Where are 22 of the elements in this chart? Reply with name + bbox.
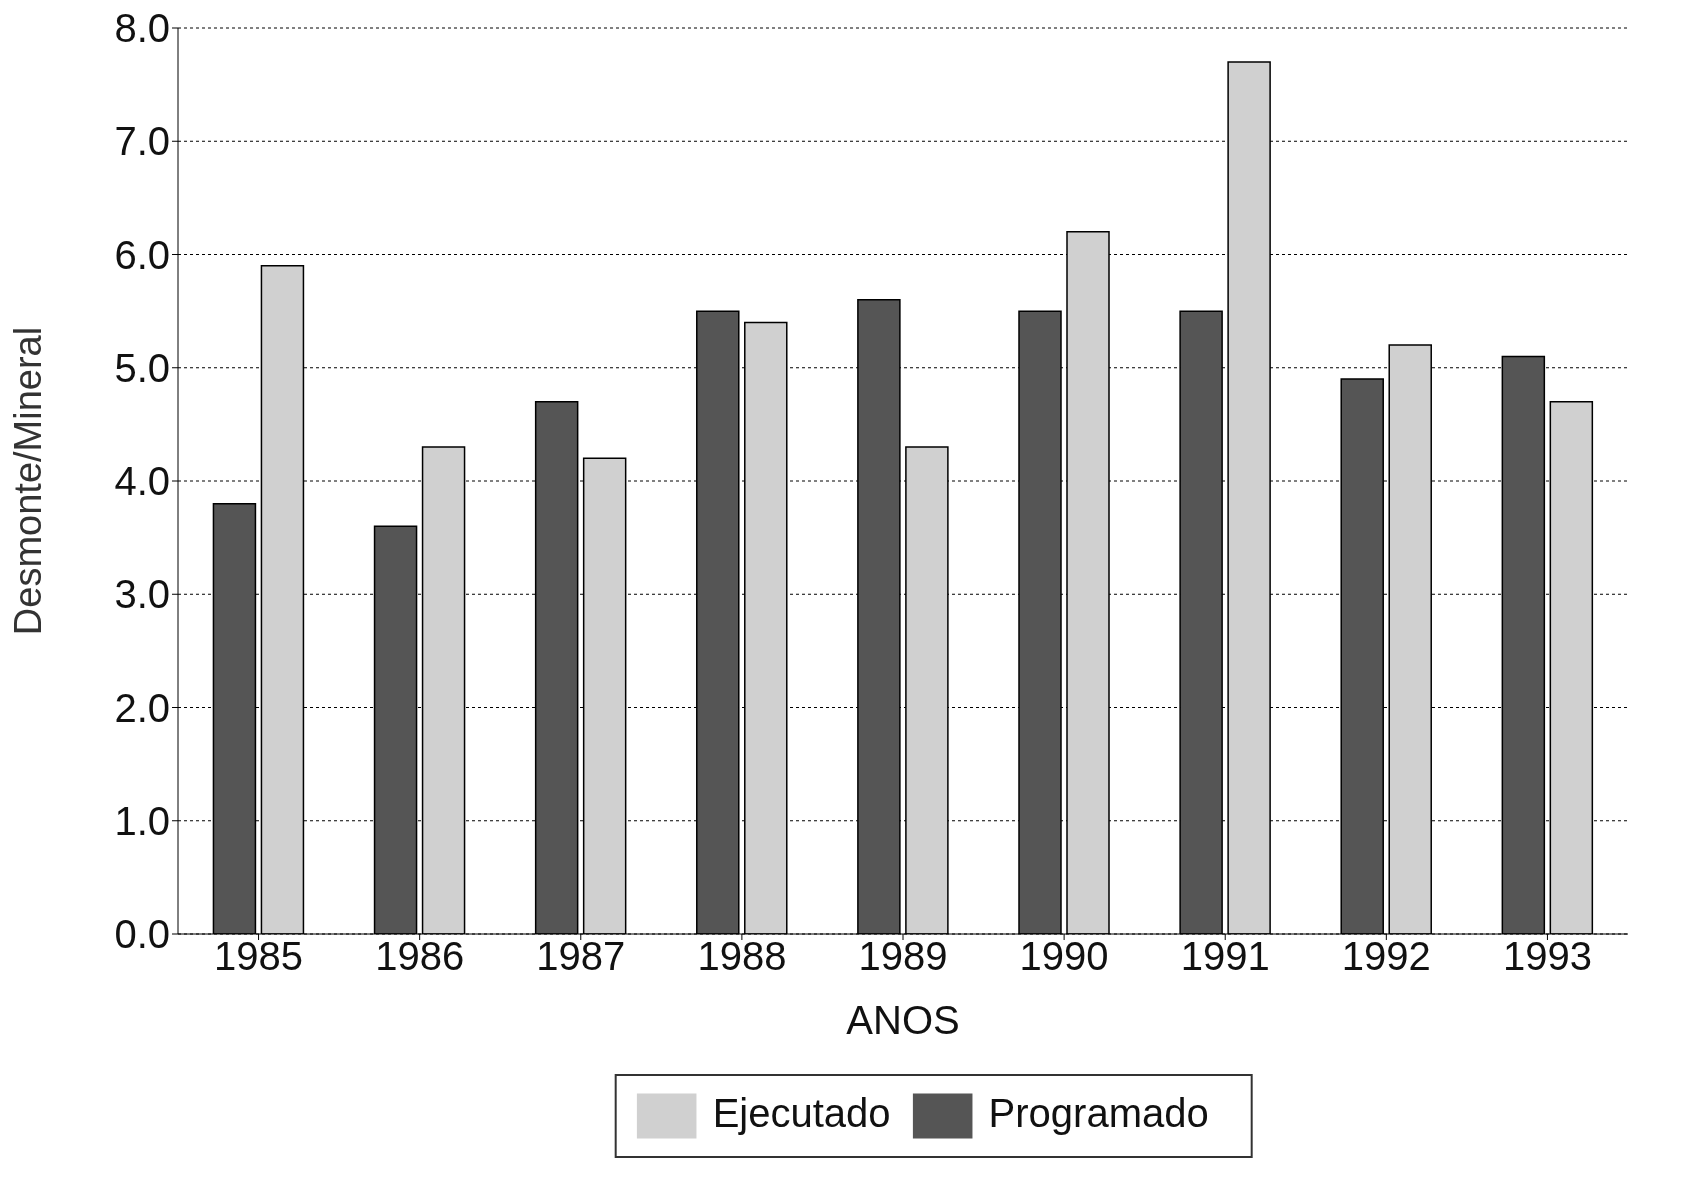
y-tick-label: 7.0: [114, 119, 170, 164]
x-tick-label: 1990: [1019, 934, 1109, 979]
y-axis-title: Desmonte/Mineral: [7, 326, 50, 636]
y-tick-label: 1.0: [114, 798, 170, 843]
y-tick-label: 0.0: [114, 912, 170, 957]
x-tick-label: 1987: [536, 934, 626, 979]
y-tick-label: 8.0: [114, 6, 170, 51]
legend-label: Programado: [988, 1090, 1209, 1135]
x-tick-label: 1992: [1341, 934, 1431, 979]
x-tick-label: 1991: [1180, 934, 1270, 979]
x-tick-label: 1986: [375, 934, 465, 979]
y-tick-label: 5.0: [114, 345, 170, 390]
x-tick-label: 1993: [1502, 934, 1592, 979]
legend-label: Ejecutado: [712, 1090, 891, 1135]
x-tick-label: 1988: [697, 934, 787, 979]
y-tick-label: 3.0: [114, 572, 170, 617]
y-tick-label: 4.0: [114, 459, 170, 504]
y-tick-label: 6.0: [114, 232, 170, 277]
x-axis-title: ANOS: [846, 998, 960, 1042]
x-tick-label: 1989: [858, 934, 948, 979]
y-tick-label: 2.0: [114, 685, 170, 730]
x-tick-label: 1985: [214, 934, 304, 979]
